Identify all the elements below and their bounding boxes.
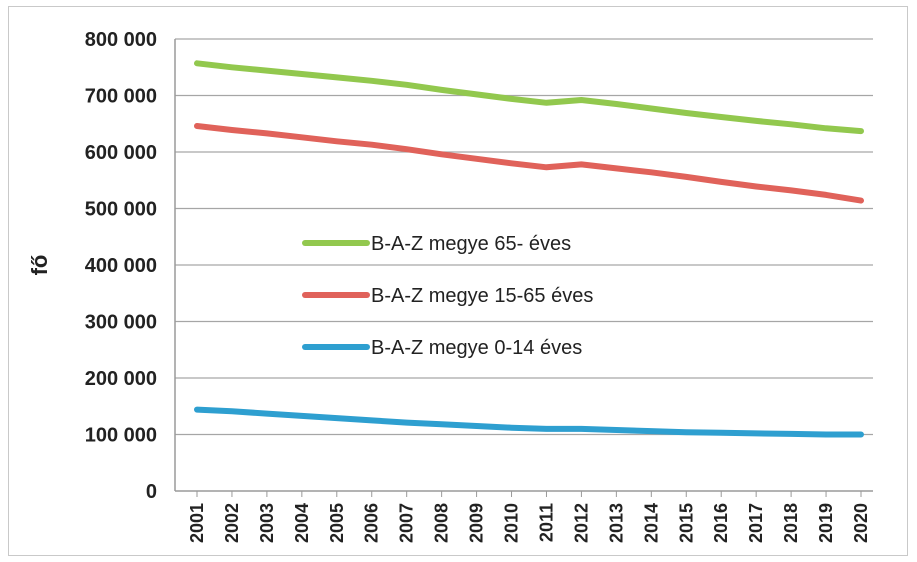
x-tick-label: 2019 xyxy=(816,503,836,543)
legend-label: B-A-Z megye 65- éves xyxy=(371,233,571,255)
x-tick-label: 2009 xyxy=(467,503,487,543)
x-tick-label: 2012 xyxy=(571,503,591,543)
x-tick-label: 2011 xyxy=(536,503,556,542)
x-tick-label: 2007 xyxy=(397,503,417,543)
y-tick-label: 500 000 xyxy=(85,199,157,221)
x-tick-label: 2014 xyxy=(641,503,661,543)
x-tick-label: 2001 xyxy=(187,503,207,543)
series-line-3 xyxy=(194,406,864,438)
x-tick-label: 2017 xyxy=(746,503,766,543)
x-tick-label: 2018 xyxy=(781,503,801,543)
y-tick-label: 200 000 xyxy=(85,368,157,390)
y-axis-label: fő xyxy=(27,255,52,276)
line-chart: 0 100 000 200 000 300 000 400 000 500 000 600 … xyxy=(27,29,873,543)
legend-label: B-A-Z megye 15-65 éves xyxy=(371,285,593,307)
y-tick-label: 600 000 xyxy=(85,142,157,164)
x-tick-label: 2015 xyxy=(676,503,696,543)
x-tick-label: 2005 xyxy=(327,503,347,543)
legend: B-A-Z megye 65- éves B-A-Z megye 15-65 év… xyxy=(302,233,593,359)
x-tick-label: 2008 xyxy=(432,503,452,543)
x-tick-label: 2013 xyxy=(606,503,626,543)
y-tick-label: 400 000 xyxy=(85,255,157,277)
y-tick-label: 700 000 xyxy=(85,86,157,108)
y-tick-label: 800 000 xyxy=(85,29,157,51)
series-lines xyxy=(194,60,864,438)
x-tick-label: 2010 xyxy=(502,503,522,543)
chart-container: 0 100 000 200 000 300 000 400 000 500 000 600 … xyxy=(8,6,908,556)
y-tick-label: 100 000 xyxy=(85,425,157,447)
x-tick-label: 2020 xyxy=(851,503,871,543)
legend-label: B-A-Z megye 0-14 éves xyxy=(371,337,582,359)
x-tick-label: 2016 xyxy=(711,503,731,543)
series-line-2 xyxy=(194,123,864,204)
x-tick-label: 2004 xyxy=(292,503,312,543)
y-tick-label: 0 xyxy=(146,481,157,503)
x-tick-label: 2006 xyxy=(362,503,382,543)
gridlines xyxy=(175,38,873,436)
axes xyxy=(174,39,873,492)
x-tick-label: 2002 xyxy=(222,503,242,543)
y-tick-label: 300 000 xyxy=(85,312,157,334)
x-tick-labels: 2001 2002 2003 2004 2005 2006 2007 2008 2009 2010… xyxy=(187,491,871,543)
y-tick-labels: 0 100 000 200 000 300 000 400 000 500 000 600 … xyxy=(85,29,157,503)
x-tick-label: 2003 xyxy=(257,503,277,543)
series-line-1 xyxy=(194,60,864,135)
